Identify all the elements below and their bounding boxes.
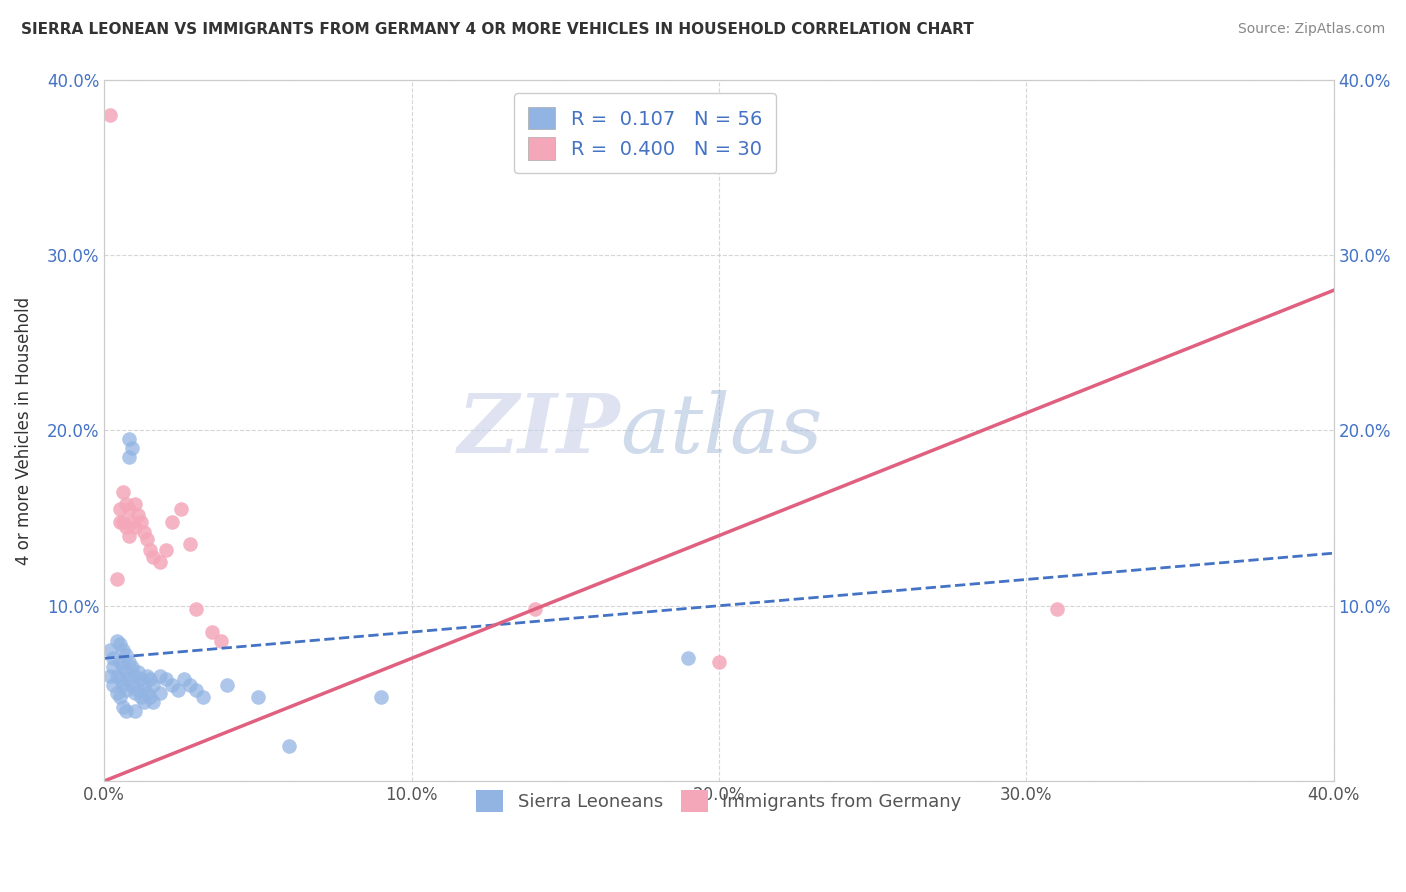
Point [118, 432, 141, 446]
Text: Source: ZipAtlas.com: Source: ZipAtlas.com [1237, 22, 1385, 37]
Point [142, 549, 165, 564]
Point [114, 682, 136, 697]
Point [179, 537, 201, 551]
Point [124, 520, 146, 534]
Point [523, 602, 546, 616]
Point [139, 690, 162, 704]
Point [707, 655, 730, 669]
Point [148, 555, 170, 569]
Text: SIERRA LEONEAN VS IMMIGRANTS FROM GERMANY 4 OR MORE VEHICLES IN HOUSEHOLD CORREL: SIERRA LEONEAN VS IMMIGRANTS FROM GERMAN… [21, 22, 974, 37]
Point [114, 520, 136, 534]
Point [155, 673, 177, 687]
Point [114, 497, 136, 511]
Point [124, 704, 146, 718]
Point [111, 700, 134, 714]
Point [191, 690, 214, 704]
Point [160, 677, 183, 691]
Point [121, 677, 143, 691]
Point [103, 660, 125, 674]
Point [100, 642, 122, 657]
Point [111, 660, 134, 674]
Point [103, 677, 125, 691]
Point [118, 655, 141, 669]
Point [370, 690, 392, 704]
Point [105, 573, 128, 587]
Point [118, 528, 141, 542]
Point [136, 686, 159, 700]
Point [209, 633, 232, 648]
Point [124, 497, 146, 511]
Point [100, 669, 122, 683]
Point [142, 695, 165, 709]
Point [173, 673, 195, 687]
Point [127, 682, 149, 697]
Point [108, 690, 131, 704]
Point [170, 502, 193, 516]
Point [124, 686, 146, 700]
Point [103, 651, 125, 665]
Point [114, 648, 136, 662]
Point [118, 502, 141, 516]
Point [142, 677, 165, 691]
Point [111, 484, 134, 499]
Legend: Sierra Leoneans, Immigrants from Germany: Sierra Leoneans, Immigrants from Germany [464, 777, 974, 824]
Point [217, 677, 239, 691]
Point [114, 704, 136, 718]
Point [1046, 602, 1069, 616]
Point [148, 686, 170, 700]
Point [139, 542, 162, 557]
Point [134, 677, 156, 691]
Point [111, 677, 134, 691]
Point [186, 602, 208, 616]
Point [179, 677, 201, 691]
Point [134, 695, 156, 709]
Point [108, 655, 131, 669]
Point [139, 673, 162, 687]
Point [124, 669, 146, 683]
Point [118, 450, 141, 464]
Point [129, 673, 152, 687]
Point [111, 642, 134, 657]
Point [148, 669, 170, 683]
Point [121, 660, 143, 674]
Point [201, 625, 224, 640]
Text: ZIP: ZIP [458, 391, 620, 470]
Y-axis label: 4 or more Vehicles in Household: 4 or more Vehicles in Household [15, 296, 32, 565]
Point [111, 515, 134, 529]
Point [277, 739, 299, 753]
Point [167, 682, 190, 697]
Point [108, 637, 131, 651]
Point [134, 525, 156, 540]
Point [118, 673, 141, 687]
Point [108, 515, 131, 529]
Point [129, 690, 152, 704]
Point [108, 673, 131, 687]
Point [127, 665, 149, 680]
Point [160, 515, 183, 529]
Point [121, 441, 143, 455]
Point [121, 515, 143, 529]
Point [127, 508, 149, 522]
Point [246, 690, 269, 704]
Point [136, 532, 159, 546]
Point [108, 502, 131, 516]
Point [105, 633, 128, 648]
Point [186, 682, 208, 697]
Point [114, 665, 136, 680]
Point [129, 515, 152, 529]
Point [136, 669, 159, 683]
Point [105, 686, 128, 700]
Point [105, 669, 128, 683]
Point [155, 542, 177, 557]
Point [100, 108, 122, 122]
Text: atlas: atlas [620, 391, 823, 470]
Point [676, 651, 699, 665]
